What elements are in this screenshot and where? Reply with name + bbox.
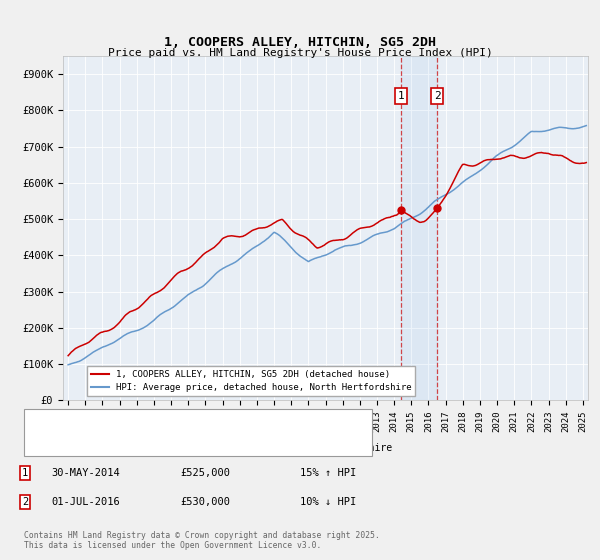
Text: 30-MAY-2014: 30-MAY-2014 [51, 468, 120, 478]
Bar [401, 56, 437, 400]
Text: ────: ──── [39, 431, 62, 441]
Text: Contains HM Land Registry data © Crown copyright and database right 2025.
This d: Contains HM Land Registry data © Crown c… [24, 530, 380, 550]
Text: 1, COOPERS ALLEY, HITCHIN, SG5 2DH: 1, COOPERS ALLEY, HITCHIN, SG5 2DH [164, 35, 436, 49]
Text: 1: 1 [22, 468, 28, 478]
Text: 2: 2 [22, 497, 28, 507]
Text: £530,000: £530,000 [180, 497, 230, 507]
Text: ────: ──── [39, 443, 62, 453]
Text: 01-JUL-2016: 01-JUL-2016 [51, 497, 120, 507]
Text: 1, COOPERS ALLEY, HITCHIN, SG5 2DH (detached house): 1, COOPERS ALLEY, HITCHIN, SG5 2DH (deta… [69, 431, 368, 441]
Text: 15% ↑ HPI: 15% ↑ HPI [300, 468, 356, 478]
Text: HPI: Average price, detached house, North Hertfordshire: HPI: Average price, detached house, Nort… [69, 443, 392, 453]
Legend: 1, COOPERS ALLEY, HITCHIN, SG5 2DH (detached house), HPI: Average price, detache: 1, COOPERS ALLEY, HITCHIN, SG5 2DH (deta… [88, 366, 415, 396]
Text: 2: 2 [434, 91, 440, 101]
Text: 1: 1 [398, 91, 405, 101]
Text: £525,000: £525,000 [180, 468, 230, 478]
Text: 10% ↓ HPI: 10% ↓ HPI [300, 497, 356, 507]
Text: Price paid vs. HM Land Registry's House Price Index (HPI): Price paid vs. HM Land Registry's House … [107, 48, 493, 58]
